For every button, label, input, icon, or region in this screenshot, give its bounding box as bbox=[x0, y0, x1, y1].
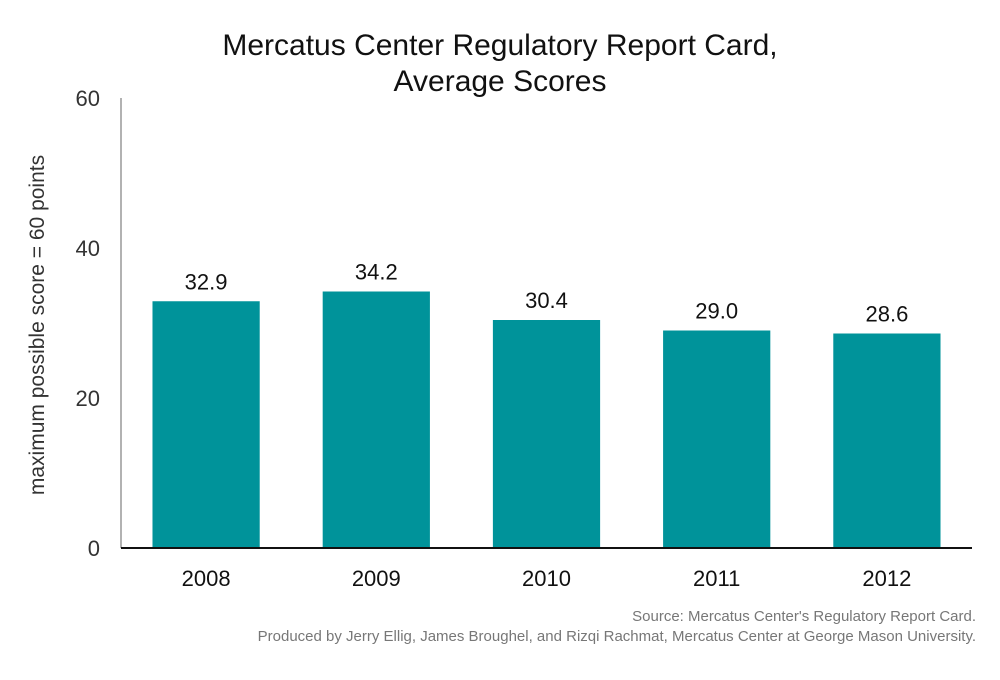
bar-2010 bbox=[492, 320, 601, 548]
y-axis-ticks: 0 20 40 60 bbox=[76, 86, 100, 561]
y-tick-label: 60 bbox=[76, 86, 100, 111]
chart-title-line-1: Mercatus Center Regulatory Report Card, bbox=[222, 29, 777, 62]
data-label-2009: 34.2 bbox=[355, 260, 398, 285]
y-tick-label: 40 bbox=[76, 236, 100, 261]
data-label-2011: 29.0 bbox=[695, 299, 738, 324]
x-tick-label-2012: 2012 bbox=[862, 566, 911, 591]
data-label-2010: 30.4 bbox=[525, 288, 568, 313]
x-axis-tick-labels: 2008 2009 2010 2011 2012 bbox=[182, 566, 912, 591]
data-label-2012: 28.6 bbox=[865, 302, 908, 327]
bars-group bbox=[152, 291, 941, 548]
x-tick-label-2008: 2008 bbox=[182, 566, 231, 591]
source-note: Source: Mercatus Center's Regulatory Rep… bbox=[632, 608, 976, 625]
x-tick-label-2011: 2011 bbox=[693, 566, 740, 591]
y-tick-label: 0 bbox=[88, 536, 100, 561]
chart-title-line-2: Average Scores bbox=[394, 65, 607, 98]
data-labels-group: 32.9 34.2 30.4 29.0 28.6 bbox=[185, 260, 909, 327]
data-label-2008: 32.9 bbox=[185, 269, 228, 294]
bar-2011 bbox=[663, 330, 771, 548]
credit-note: Produced by Jerry Ellig, James Broughel,… bbox=[258, 628, 976, 645]
y-axis-label: maximum possible score = 60 points bbox=[26, 155, 49, 495]
bar-2012 bbox=[833, 333, 941, 548]
bar-2008 bbox=[152, 301, 260, 548]
x-tick-label-2009: 2009 bbox=[352, 566, 401, 591]
y-tick-label: 20 bbox=[76, 386, 100, 411]
x-tick-label-2010: 2010 bbox=[522, 566, 571, 591]
bar-2009 bbox=[322, 291, 430, 548]
